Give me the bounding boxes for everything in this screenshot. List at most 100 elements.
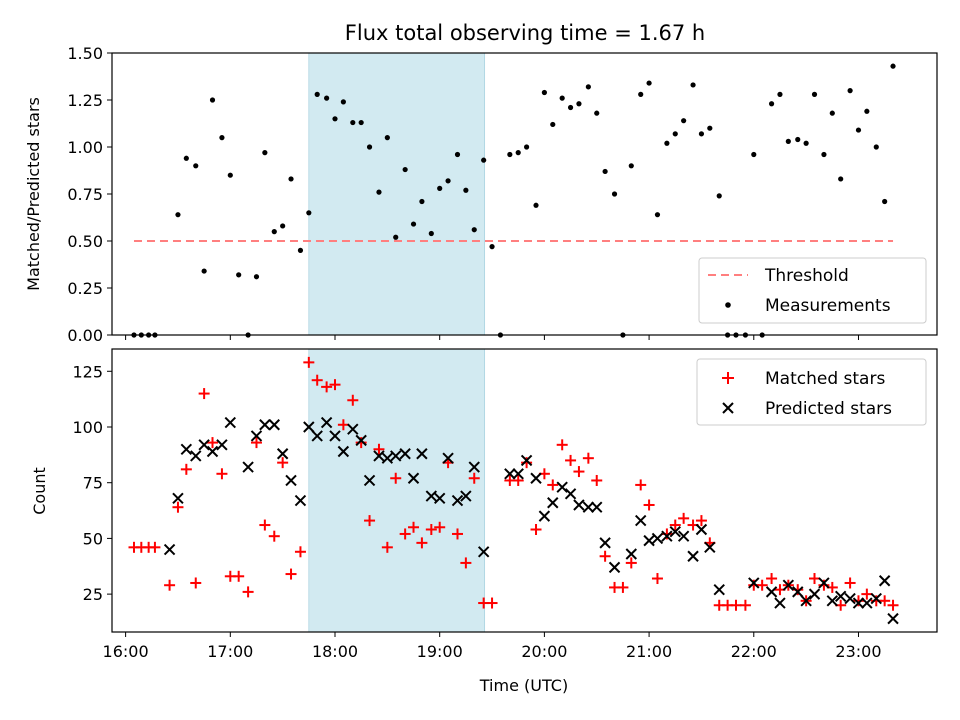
predicted-star-point bbox=[661, 530, 673, 542]
predicted-star-point bbox=[329, 430, 341, 442]
matched-star-point bbox=[635, 479, 647, 491]
measurement-point bbox=[280, 223, 286, 229]
matched-star-point bbox=[180, 463, 192, 475]
predicted-star-point bbox=[792, 586, 804, 598]
predicted-star-point bbox=[425, 490, 438, 502]
matched-star-point bbox=[149, 541, 161, 553]
matched-star-point bbox=[364, 515, 376, 527]
predicted-star-point bbox=[704, 541, 716, 554]
matched-star-point bbox=[451, 528, 463, 540]
predicted-star-point bbox=[651, 532, 664, 545]
x-axis-ticks: 16:00 17:00 18:00 19:00 20:00 21:00 22:00 23:00 bbox=[103, 632, 882, 661]
measurement-point bbox=[611, 191, 618, 197]
predicted-star-point bbox=[538, 510, 551, 522]
matched-star-point bbox=[582, 452, 594, 464]
measurement-point bbox=[628, 163, 634, 169]
matched-star-point bbox=[486, 597, 498, 609]
predicted-star-point bbox=[276, 448, 289, 460]
measurement-point bbox=[306, 210, 312, 216]
measurement-point bbox=[437, 185, 443, 191]
predicted-star-point bbox=[826, 595, 839, 607]
predicted-star-point bbox=[608, 561, 621, 574]
measurement-point bbox=[585, 84, 591, 90]
measurement-point bbox=[847, 88, 853, 94]
y-tick-label: 25 bbox=[83, 585, 103, 604]
measurement-point bbox=[183, 155, 189, 161]
matched-star-point bbox=[669, 519, 681, 531]
legend-box bbox=[696, 358, 927, 426]
matched-star-point bbox=[879, 595, 891, 607]
measurement-point bbox=[550, 121, 556, 128]
measurement-point bbox=[262, 150, 268, 156]
predicted-star-point bbox=[407, 472, 420, 484]
matched-star-point bbox=[303, 356, 315, 368]
measurement-point bbox=[288, 176, 294, 182]
predicted-star-point bbox=[399, 448, 411, 460]
measurement-point bbox=[489, 244, 495, 250]
measurement-point bbox=[481, 157, 487, 163]
predicted-star-point bbox=[416, 448, 428, 460]
predicted-star-point bbox=[460, 490, 472, 502]
measurement-point bbox=[376, 189, 382, 195]
matched-star-point bbox=[818, 579, 830, 591]
measurement-point bbox=[838, 176, 844, 182]
matched-star-point bbox=[172, 501, 184, 513]
y-axis-ticks: 0.00 0.25 0.50 0.75 1.00 1.25 1.50 bbox=[67, 44, 112, 345]
matched-star-point bbox=[198, 388, 210, 400]
measurement-point bbox=[541, 89, 547, 96]
predicted-star-point bbox=[198, 439, 210, 451]
matched-star-point bbox=[809, 573, 821, 585]
matched-star-point bbox=[408, 521, 420, 533]
predicted-star-point bbox=[451, 494, 464, 507]
matched-star-point bbox=[164, 579, 176, 591]
measurement-point bbox=[576, 101, 582, 107]
legend: Threshold Measurements bbox=[698, 257, 927, 324]
predicted-star-point bbox=[363, 474, 376, 487]
y-tick-label: 1.00 bbox=[67, 138, 103, 157]
y-tick-label: 100 bbox=[72, 418, 103, 437]
y-tick-label: 0.00 bbox=[67, 326, 103, 345]
matched-star-point bbox=[556, 439, 568, 451]
measurement-point bbox=[314, 91, 320, 97]
measurement-point bbox=[533, 202, 539, 208]
predicted-star-point bbox=[163, 543, 176, 556]
predicted-star-point bbox=[512, 468, 524, 480]
measurement-point bbox=[567, 104, 574, 111]
measurement-point bbox=[393, 234, 399, 240]
legend-predicted-label: Predicted stars bbox=[765, 399, 892, 419]
legend-matched-swatch bbox=[722, 372, 734, 384]
measurement-point bbox=[681, 118, 687, 124]
predicted-star-point bbox=[381, 452, 394, 464]
matched-star-point bbox=[425, 523, 437, 535]
legend: Matched stars Predicted stars bbox=[696, 358, 927, 426]
measurement-point bbox=[402, 166, 408, 173]
predicted-star-point bbox=[530, 472, 542, 484]
plot-frame bbox=[111, 348, 938, 633]
predicted-star-point bbox=[687, 550, 699, 562]
legend-threshold-label: Threshold bbox=[764, 266, 849, 286]
measurement-point bbox=[219, 135, 225, 141]
measurement-point bbox=[690, 82, 696, 88]
y-tick-label: 0.75 bbox=[67, 185, 103, 204]
predicted-star-point bbox=[834, 590, 847, 603]
count-panel: 25 50 75 100 125 16:00 17:00 18:00 19:00 20:00 21… bbox=[30, 348, 938, 695]
matched-star-point bbox=[661, 528, 673, 540]
matched-star-point bbox=[285, 568, 297, 580]
matched-star-point bbox=[355, 437, 367, 449]
predicted-star-point bbox=[216, 439, 228, 451]
measurement-point bbox=[201, 268, 207, 274]
matched-star-point bbox=[434, 521, 446, 533]
measurement-point bbox=[672, 131, 678, 137]
matched-star-point bbox=[242, 586, 254, 598]
measurement-point bbox=[821, 151, 827, 158]
measurement-point bbox=[707, 125, 713, 131]
matched-star-point bbox=[565, 454, 577, 466]
predicted-stars-points bbox=[163, 416, 899, 625]
predicted-star-point bbox=[477, 546, 490, 558]
y-tick-label: 0.25 bbox=[67, 279, 103, 298]
y-axis-ticks: 25 50 75 100 125 bbox=[72, 362, 112, 604]
shaded-observing-window bbox=[308, 348, 486, 633]
measurement-point bbox=[855, 127, 862, 133]
legend-matched-label: Matched stars bbox=[765, 369, 885, 389]
measurement-point bbox=[890, 63, 896, 69]
